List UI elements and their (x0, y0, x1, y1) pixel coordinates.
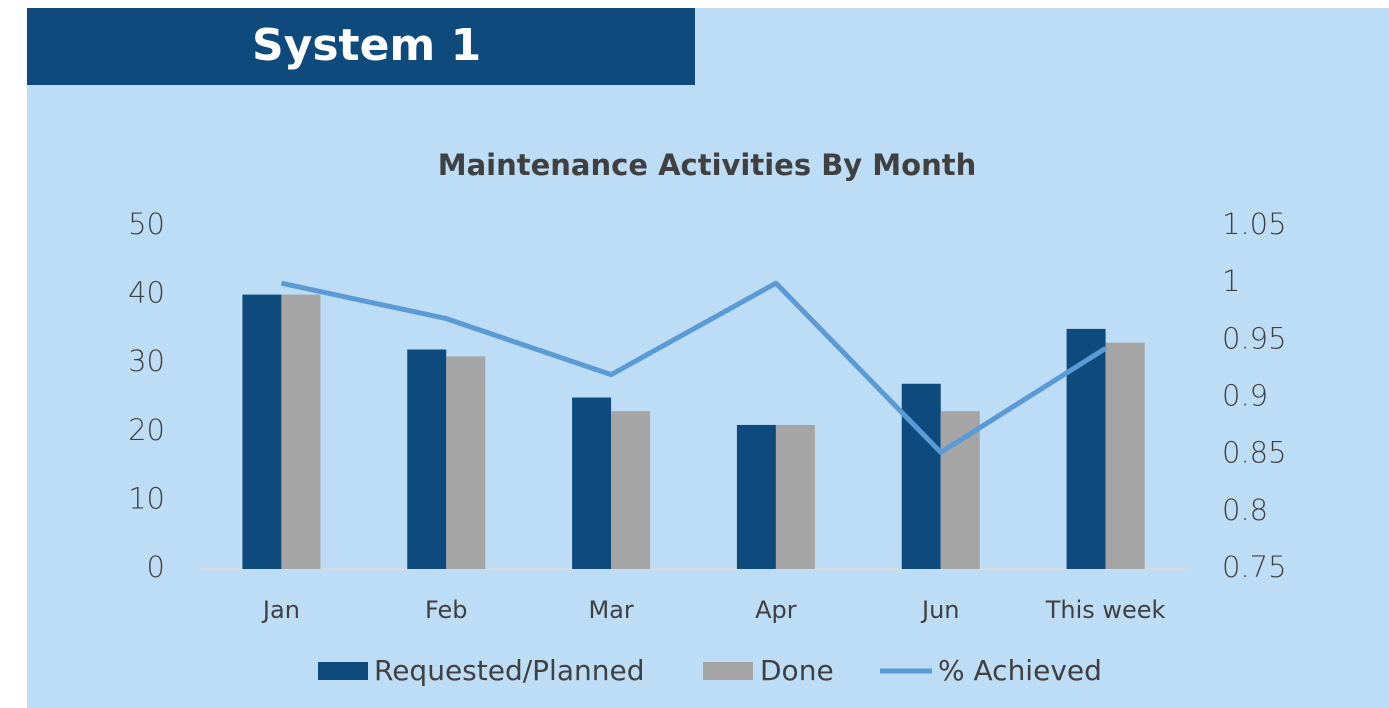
bar (611, 411, 651, 569)
bar (775, 424, 815, 569)
bar (940, 411, 980, 569)
y-tick-label: 40 (128, 276, 165, 310)
header-box (27, 8, 695, 85)
bar (281, 294, 321, 569)
y2-tick-label: 1 (1222, 264, 1240, 298)
bar (1066, 328, 1106, 569)
y-tick-label: 10 (128, 481, 165, 515)
x-tick-label: Apr (755, 596, 797, 624)
bar (1105, 342, 1145, 569)
legend-label: % Achieved (938, 654, 1102, 687)
y2-tick-label: 0.9 (1222, 379, 1268, 413)
x-tick-label: Jun (920, 596, 960, 624)
bar (736, 424, 776, 569)
line (280, 280, 1107, 455)
legend-swatch (318, 662, 368, 680)
y-tick-label: 20 (128, 413, 165, 447)
bar (242, 294, 282, 569)
legend-swatch (703, 662, 753, 680)
header-title: System 1 (252, 20, 481, 71)
bar (407, 349, 447, 569)
y2-tick-label: 0.85 (1222, 436, 1287, 470)
x-tick-label: Mar (588, 596, 633, 624)
panel (27, 8, 1389, 708)
y2-tick-label: 0.75 (1222, 550, 1287, 584)
bar (572, 397, 612, 569)
x-tick-label: Jan (261, 596, 300, 624)
y-tick-label: 30 (128, 344, 165, 378)
y-tick-label: 0 (147, 550, 165, 584)
x-tick-label: This week (1045, 596, 1166, 624)
y2-tick-label: 1.05 (1222, 207, 1287, 241)
bar (446, 356, 486, 569)
y2-tick-label: 0.95 (1222, 321, 1287, 355)
legend-label: Requested/Planned (374, 654, 644, 687)
y2-tick-label: 0.8 (1222, 493, 1268, 527)
bar (901, 383, 941, 569)
y-tick-label: 50 (128, 207, 165, 241)
legend-label: Done (760, 654, 834, 687)
chart-title: Maintenance Activities By Month (438, 148, 977, 182)
x-tick-label: Feb (425, 596, 468, 624)
